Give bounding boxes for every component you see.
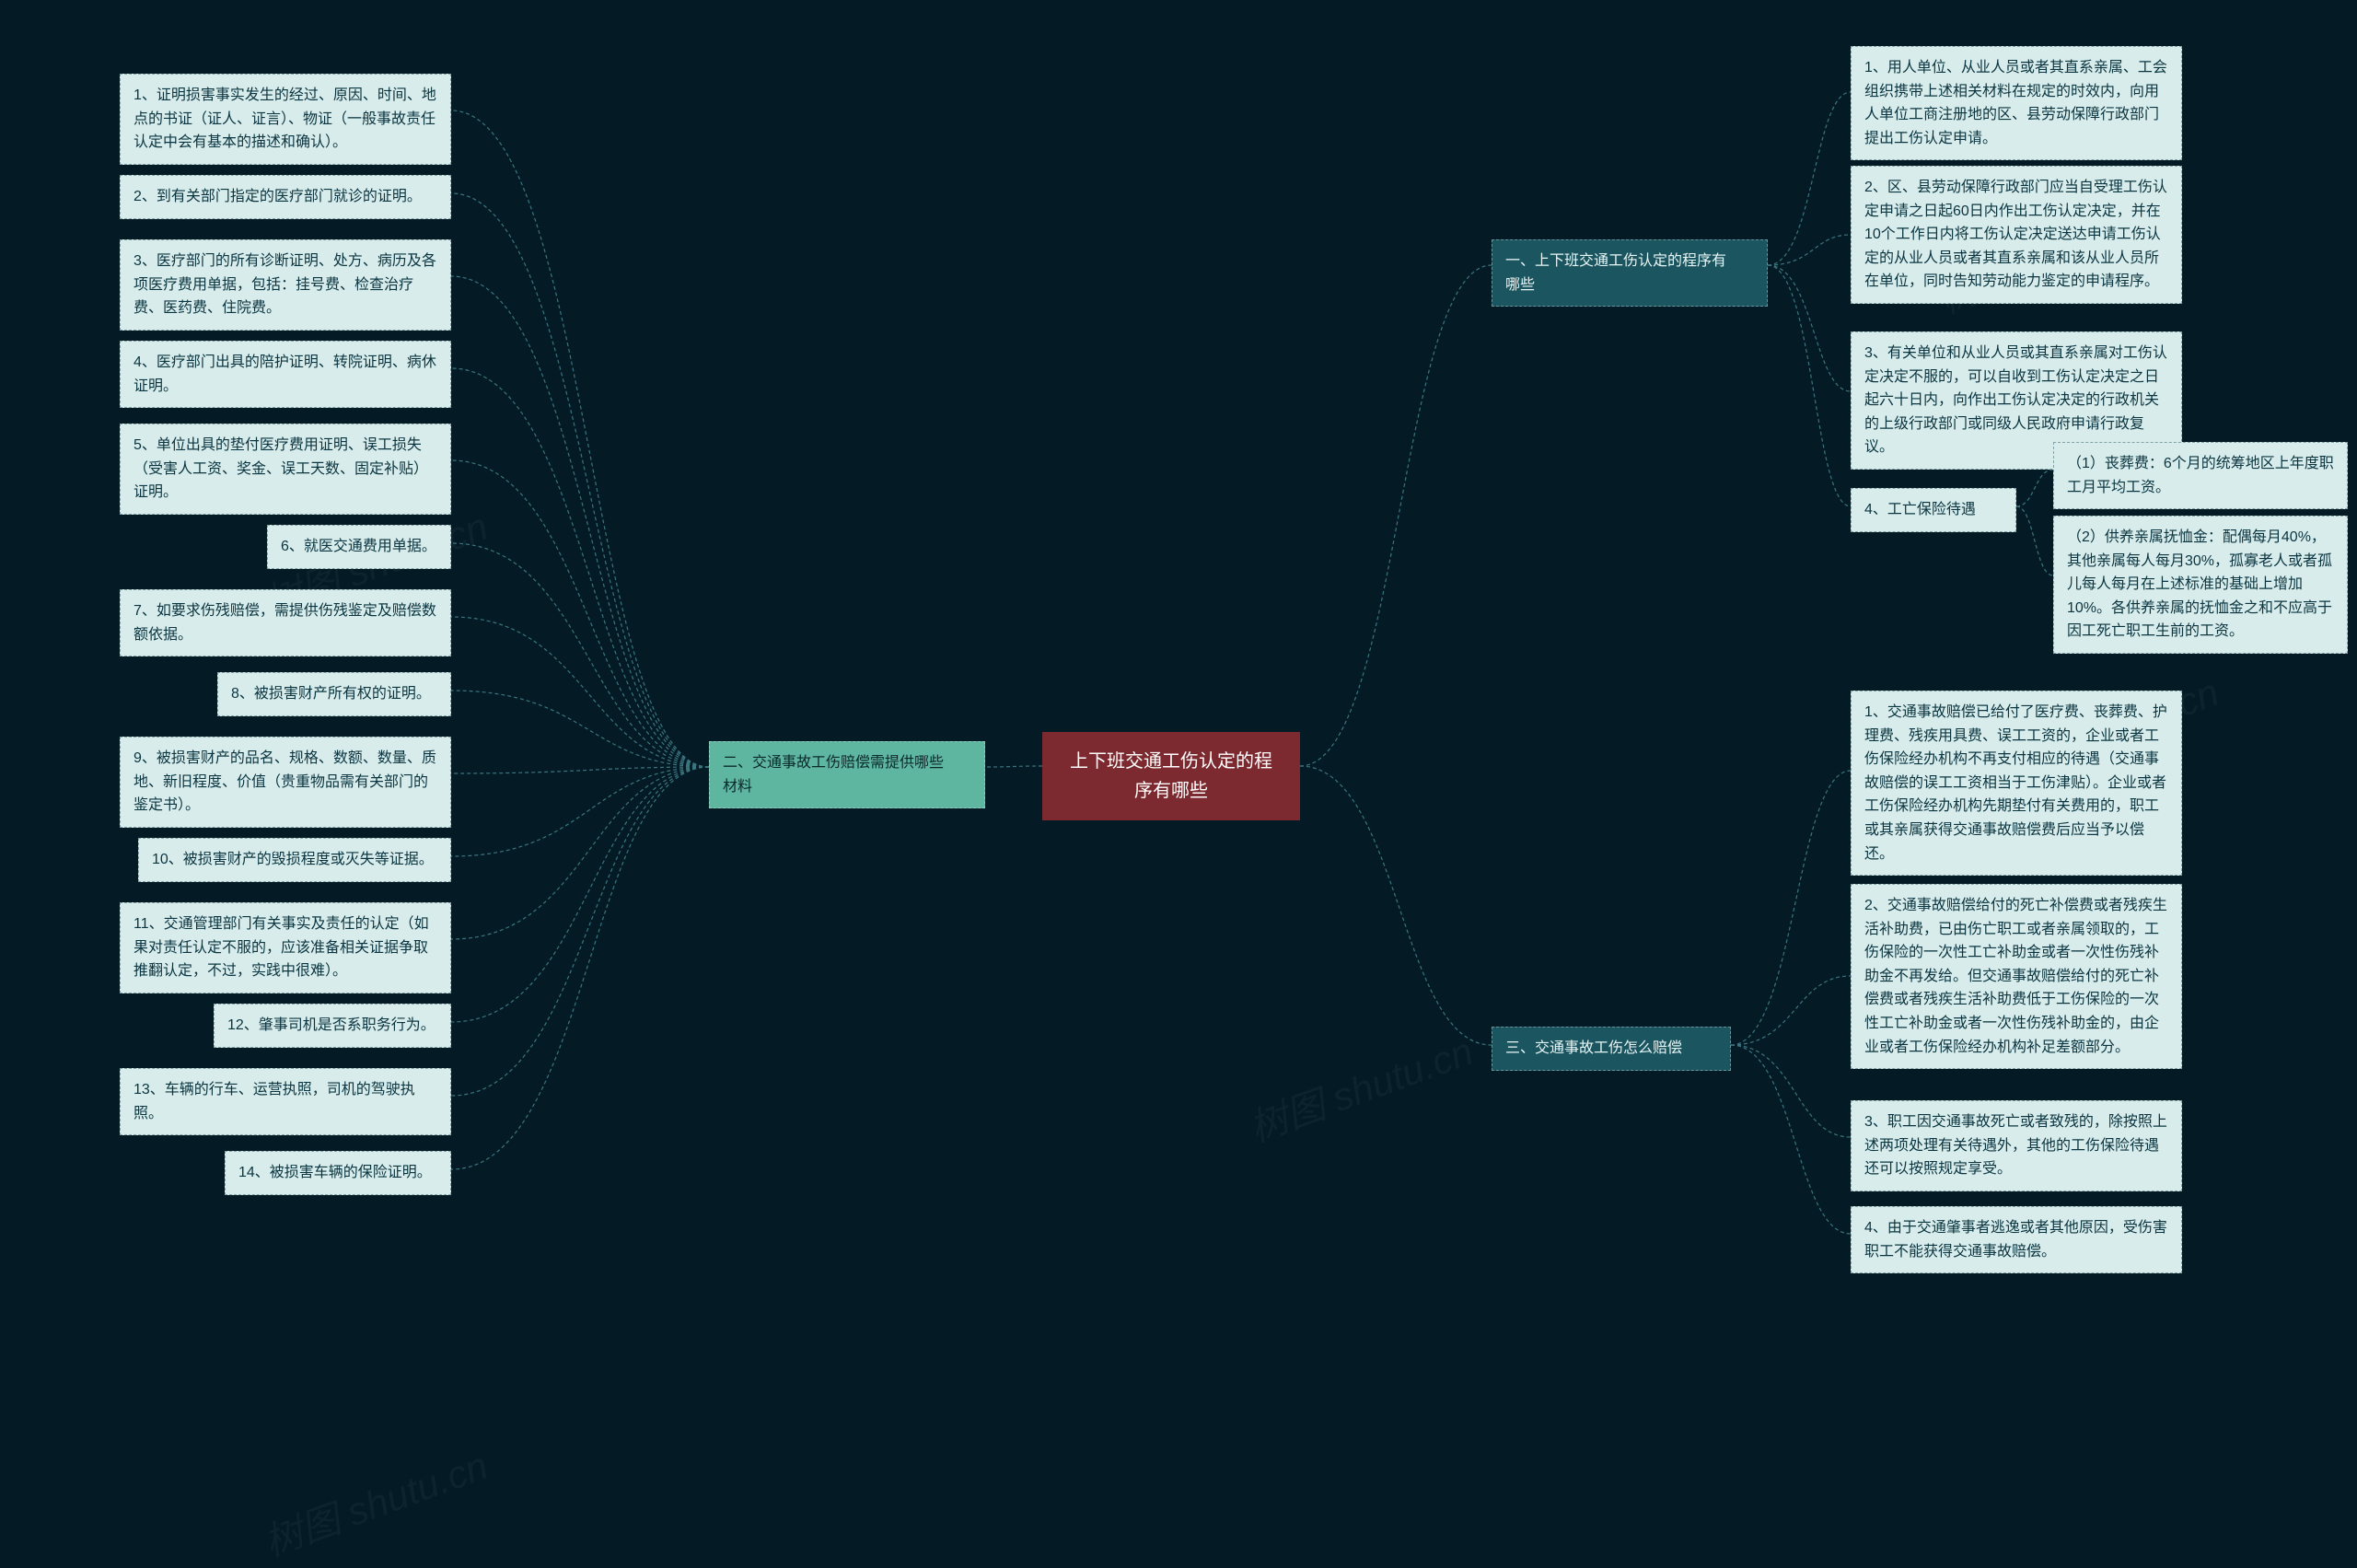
leaf-label: 8、被损害财产所有权的证明。 — [231, 686, 431, 702]
leaf-label: 4、医疗部门出具的陪护证明、转院证明、病休证明。 — [134, 354, 436, 394]
leaf-label: 12、肇事司机是否系职务行为。 — [227, 1017, 435, 1033]
branch-2-child-3[interactable]: 3、医疗部门的所有诊断证明、处方、病历及各项医疗费用单据，包括：挂号费、检查治疗… — [120, 239, 451, 331]
branch-2-child-1[interactable]: 1、证明损害事实发生的经过、原因、时间、地点的书证（证人、证言）、物证（一般事故… — [120, 74, 451, 165]
leaf-label: 1、证明损害事实发生的经过、原因、时间、地点的书证（证人、证言）、物证（一般事故… — [134, 87, 436, 150]
branch-3-child-1[interactable]: 1、交通事故赔偿已给付了医疗费、丧葬费、护理费、残疾用具费、误工工资的，企业或者… — [1851, 691, 2182, 876]
leaf-label: 7、如要求伤残赔偿，需提供伤残鉴定及赔偿数额依据。 — [134, 603, 436, 643]
branch-2-child-5[interactable]: 5、单位出具的垫付医疗费用证明、误工损失（受害人工资、奖金、误工天数、固定补贴）… — [120, 424, 451, 515]
branch-1-child-4-1[interactable]: （1）丧葬费：6个月的统筹地区上年度职工月平均工资。 — [2053, 442, 2348, 509]
branch-2-label: 二、交通事故工伤赔偿需提供哪些材料 — [723, 755, 944, 795]
branch-2-child-13[interactable]: 13、车辆的行车、运营执照，司机的驾驶执照。 — [120, 1068, 451, 1135]
branch-1-child-1[interactable]: 1、用人单位、从业人员或者其直系亲属、工会组织携带上述相关材料在规定的时效内，向… — [1851, 46, 2182, 160]
branch-1[interactable]: 一、上下班交通工伤认定的程序有哪些 — [1492, 239, 1768, 307]
leaf-label: 3、医疗部门的所有诊断证明、处方、病历及各项医疗费用单据，包括：挂号费、检查治疗… — [134, 253, 436, 316]
branch-2-child-7[interactable]: 7、如要求伤残赔偿，需提供伤残鉴定及赔偿数额依据。 — [120, 589, 451, 656]
leaf-label: 2、交通事故赔偿给付的死亡补偿费或者残疾生活补助费，已由伤亡职工或者亲属领取的，… — [1864, 898, 2167, 1055]
leaf-label: 4、由于交通肇事者逃逸或者其他原因，受伤害职工不能获得交通事故赔偿。 — [1864, 1220, 2167, 1260]
branch-3-child-3[interactable]: 3、职工因交通事故死亡或者致残的，除按照上述两项处理有关待遇外，其他的工伤保险待… — [1851, 1100, 2182, 1191]
branch-2-child-10[interactable]: 10、被损害财产的毁损程度或灭失等证据。 — [138, 838, 451, 882]
branch-3[interactable]: 三、交通事故工伤怎么赔偿 — [1492, 1027, 1731, 1071]
watermark: 树图 shutu.cn — [1240, 1020, 1480, 1153]
branch-2-child-12[interactable]: 12、肇事司机是否系职务行为。 — [214, 1004, 451, 1048]
leaf-label: 2、区、县劳动保障行政部门应当自受理工伤认定申请之日起60日内作出工伤认定决定，… — [1864, 180, 2167, 289]
branch-2-child-8[interactable]: 8、被损害财产所有权的证明。 — [217, 672, 451, 716]
branch-1-child-4[interactable]: 4、工亡保险待遇 — [1851, 488, 2016, 532]
branch-2-child-14[interactable]: 14、被损害车辆的保险证明。 — [225, 1151, 451, 1195]
leaf-label: 13、车辆的行车、运营执照，司机的驾驶执照。 — [134, 1082, 415, 1121]
branch-3-child-4[interactable]: 4、由于交通肇事者逃逸或者其他原因，受伤害职工不能获得交通事故赔偿。 — [1851, 1206, 2182, 1273]
leaf-label: 4、工亡保险待遇 — [1864, 502, 1976, 517]
leaf-label: 3、职工因交通事故死亡或者致残的，除按照上述两项处理有关待遇外，其他的工伤保险待… — [1864, 1114, 2167, 1177]
branch-3-child-2[interactable]: 2、交通事故赔偿给付的死亡补偿费或者残疾生活补助费，已由伤亡职工或者亲属领取的，… — [1851, 884, 2182, 1069]
leaf-label: （2）供养亲属抚恤金：配偶每月40%，其他亲属每人每月30%，孤寡老人或者孤儿每… — [2067, 529, 2332, 639]
root-label: 上下班交通工伤认定的程序有哪些 — [1070, 751, 1272, 801]
leaf-label: 9、被损害财产的品名、规格、数额、数量、质地、新旧程度、价值（贵重物品需有关部门… — [134, 750, 436, 813]
branch-1-child-2[interactable]: 2、区、县劳动保障行政部门应当自受理工伤认定申请之日起60日内作出工伤认定决定，… — [1851, 166, 2182, 304]
watermark: 树图 shutu.cn — [255, 1434, 494, 1567]
branch-3-label: 三、交通事故工伤怎么赔偿 — [1505, 1040, 1682, 1056]
leaf-label: 3、有关单位和从业人员或其直系亲属对工伤认定决定不服的，可以自收到工伤认定决定之… — [1864, 345, 2167, 455]
branch-2-child-11[interactable]: 11、交通管理部门有关事实及责任的认定（如果对责任认定不服的，应该准备相关证据争… — [120, 902, 451, 993]
branch-1-child-4-2[interactable]: （2）供养亲属抚恤金：配偶每月40%，其他亲属每人每月30%，孤寡老人或者孤儿每… — [2053, 516, 2348, 654]
branch-1-label: 一、上下班交通工伤认定的程序有哪些 — [1505, 253, 1726, 293]
leaf-label: 10、被损害财产的毁损程度或灭失等证据。 — [152, 852, 434, 867]
branch-2-child-4[interactable]: 4、医疗部门出具的陪护证明、转院证明、病休证明。 — [120, 341, 451, 408]
leaf-label: 2、到有关部门指定的医疗部门就诊的证明。 — [134, 189, 422, 204]
branch-2-child-9[interactable]: 9、被损害财产的品名、规格、数额、数量、质地、新旧程度、价值（贵重物品需有关部门… — [120, 737, 451, 828]
leaf-label: 6、就医交通费用单据。 — [281, 539, 436, 554]
root-node[interactable]: 上下班交通工伤认定的程序有哪些 — [1042, 732, 1300, 820]
leaf-label: 5、单位出具的垫付医疗费用证明、误工损失（受害人工资、奖金、误工天数、固定补贴）… — [134, 437, 428, 500]
leaf-label: 1、交通事故赔偿已给付了医疗费、丧葬费、护理费、残疾用具费、误工工资的，企业或者… — [1864, 704, 2167, 862]
leaf-label: 1、用人单位、从业人员或者其直系亲属、工会组织携带上述相关材料在规定的时效内，向… — [1864, 60, 2167, 146]
branch-2-child-6[interactable]: 6、就医交通费用单据。 — [267, 525, 451, 569]
branch-2[interactable]: 二、交通事故工伤赔偿需提供哪些材料 — [709, 741, 985, 808]
leaf-label: 14、被损害车辆的保险证明。 — [238, 1165, 432, 1180]
leaf-label: 11、交通管理部门有关事实及责任的认定（如果对责任认定不服的，应该准备相关证据争… — [134, 916, 429, 979]
branch-2-child-2[interactable]: 2、到有关部门指定的医疗部门就诊的证明。 — [120, 175, 451, 219]
leaf-label: （1）丧葬费：6个月的统筹地区上年度职工月平均工资。 — [2067, 456, 2334, 495]
